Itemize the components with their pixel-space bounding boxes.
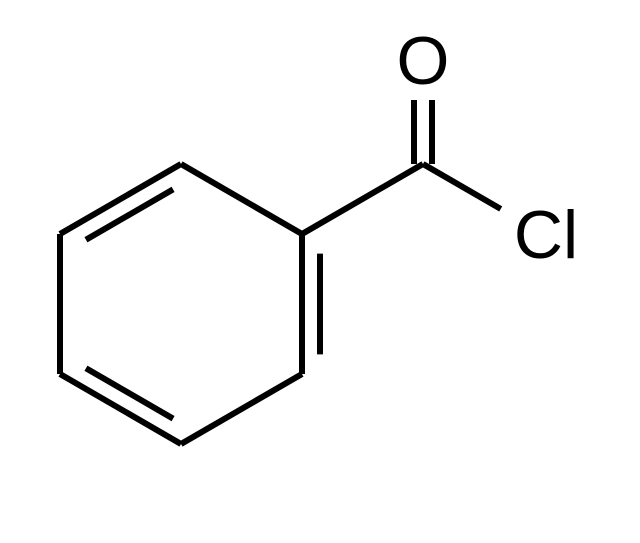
molecule-diagram: O Cl [0, 0, 640, 543]
bond-line [181, 164, 302, 234]
bond-line [423, 164, 501, 209]
bond-line [60, 164, 181, 234]
bond-line [181, 374, 302, 444]
atom-label-o: O [397, 23, 450, 99]
bond-line [60, 374, 181, 444]
atom-label-cl: Cl [514, 197, 578, 273]
bond-line [302, 164, 423, 234]
